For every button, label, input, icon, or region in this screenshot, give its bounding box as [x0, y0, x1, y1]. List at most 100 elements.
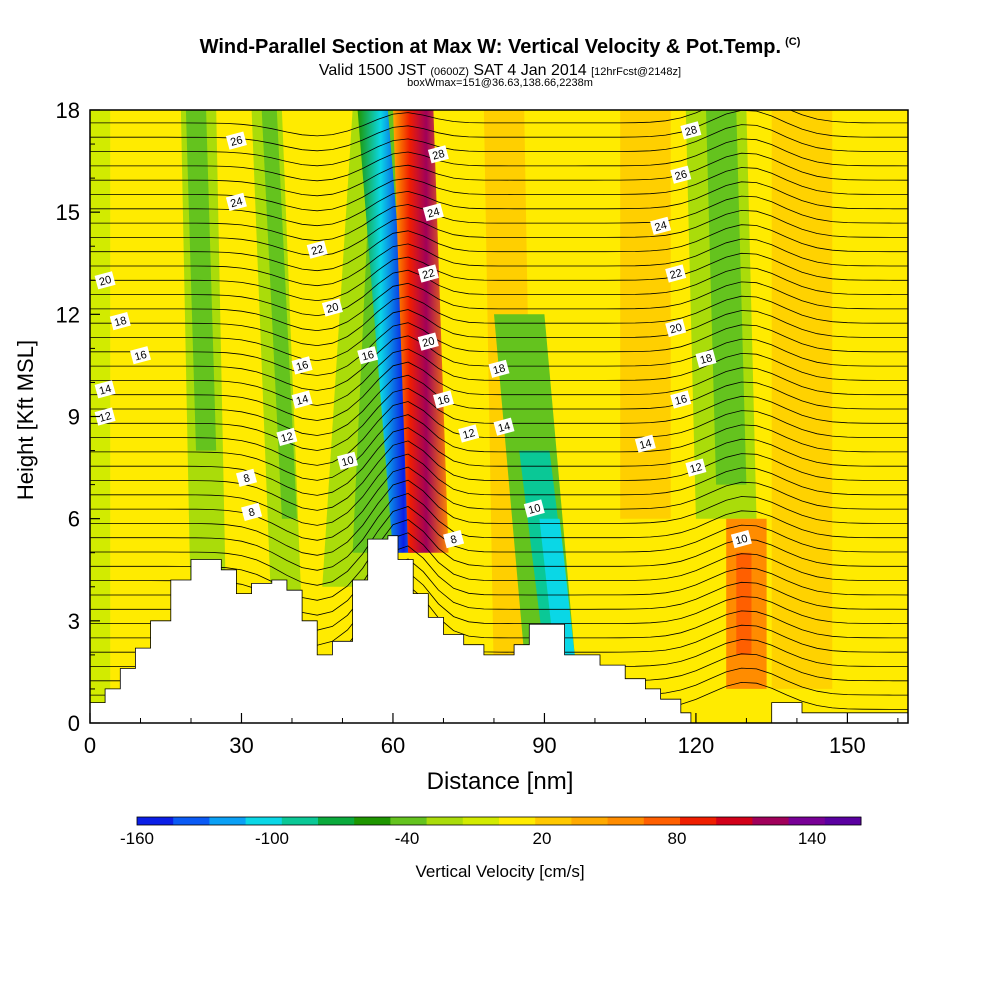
- contour-label-text: 20: [421, 335, 436, 350]
- contour-label: 20: [665, 318, 687, 338]
- contour-label-text: 18: [113, 315, 128, 330]
- contour-label-box: [670, 390, 692, 409]
- y-tick-label: 15: [56, 200, 80, 225]
- contour-label: 20: [94, 271, 116, 290]
- theta-contour: [90, 295, 908, 347]
- contour-label-text: 18: [699, 352, 714, 367]
- theta-contour: [90, 252, 908, 302]
- contour-label: 18: [488, 359, 510, 378]
- contour-label-text: 16: [360, 349, 375, 364]
- contour-label: 16: [357, 346, 379, 365]
- x-tick-label: 90: [532, 733, 556, 758]
- title-unit: (C): [785, 36, 801, 48]
- x-axis-label: Distance [nm]: [426, 768, 574, 795]
- colorbar-swatch: [607, 817, 645, 825]
- updraft-band: [393, 110, 449, 553]
- contour-label-text: 10: [340, 454, 355, 469]
- contour-label-text: 14: [98, 383, 113, 398]
- contour-label: 18: [695, 349, 717, 368]
- contour-label-text: 24: [229, 195, 244, 210]
- contour-label-box: [225, 131, 247, 150]
- contour-labels: 26 24 22 20 20 18 16 14 12 16 16 14 12 10 8 8 28 24 22 20 16…: [94, 121, 752, 549]
- contour-label: 12: [458, 424, 480, 443]
- contour-label: 18: [109, 312, 131, 331]
- contour-label-box: [225, 192, 247, 211]
- contour-label-text: 20: [668, 322, 683, 337]
- contour-label-text: 10: [527, 502, 542, 517]
- field-band: [539, 518, 575, 655]
- contour-label-text: 12: [461, 427, 476, 442]
- contour-label-text: 10: [734, 533, 749, 548]
- contour-label-box: [235, 468, 258, 487]
- contour-label: 28: [680, 121, 702, 140]
- contour-label-text: 26: [229, 134, 244, 149]
- contour-label-box: [417, 332, 439, 351]
- contour-label-text: 8: [247, 506, 256, 519]
- contour-label: 8: [235, 468, 258, 487]
- theta-contour: [90, 466, 908, 541]
- colorbar-swatch: [535, 817, 572, 825]
- theta-contour: [90, 195, 908, 242]
- x-tick-label: 30: [229, 733, 253, 758]
- contour-label-text: 8: [449, 533, 458, 546]
- contour-label-box: [129, 346, 152, 365]
- colorbar-tick-label: -40: [395, 829, 420, 848]
- contour-label-text: 8: [242, 472, 251, 485]
- theta-contour: [90, 401, 908, 466]
- contour-label: 24: [225, 192, 247, 211]
- contour-label: 12: [685, 458, 707, 477]
- theta-contour: [90, 110, 908, 137]
- contour-label-box: [458, 424, 480, 443]
- colorbar-swatch: [173, 817, 210, 825]
- contour-label-text: 22: [668, 267, 683, 282]
- colorbar-swatch: [209, 817, 247, 825]
- theta-contour: [90, 152, 908, 197]
- contour-label-box: [94, 407, 116, 426]
- contour-label-box: [417, 264, 439, 283]
- colorbar-swatch: [716, 817, 753, 825]
- contour-label-text: 12: [689, 461, 704, 476]
- contour-label: 16: [129, 346, 152, 365]
- contour-label-text: 20: [98, 274, 113, 289]
- contour-label-box: [665, 264, 687, 283]
- contour-label-box: [680, 121, 702, 140]
- axes: 0 30 60 90 120 150 0 3 6 9 12 15 18: [56, 98, 899, 758]
- contour-label-box: [422, 203, 444, 222]
- contour-label-box: [443, 530, 465, 549]
- theta-contour: [90, 281, 908, 332]
- contour-label-box: [94, 271, 116, 290]
- contour-label-text: 16: [295, 359, 310, 374]
- colorbar-swatch: [245, 817, 283, 825]
- theta-contour: [90, 238, 908, 287]
- contour-label: 14: [94, 380, 116, 399]
- contour-label-text: 28: [431, 148, 446, 163]
- theta-contour: [90, 453, 908, 526]
- contour-label-box: [685, 458, 707, 477]
- theta-contour: [90, 309, 908, 362]
- contour-label-text: 12: [98, 410, 113, 425]
- field-band: [261, 110, 297, 519]
- contour-label-box: [488, 359, 510, 378]
- contour-label-text: 16: [133, 349, 148, 364]
- theta-contour: [90, 209, 908, 257]
- contour-label-box: [109, 312, 131, 331]
- contour-label: 8: [241, 502, 263, 521]
- contour-label: 20: [417, 332, 439, 351]
- colorbar-swatch: [680, 817, 717, 825]
- contour-label: 14: [493, 417, 515, 436]
- contour-label-text: 24: [426, 206, 441, 221]
- colorbar-tick-label: 80: [668, 829, 687, 848]
- contour-label-text: 16: [436, 393, 451, 408]
- theta-contour: [90, 506, 908, 586]
- contour-label: 12: [94, 407, 116, 426]
- contour-label: 26: [225, 131, 247, 150]
- contour-label-text: 26: [674, 168, 689, 183]
- colorbar-swatch: [137, 817, 174, 825]
- contour-label-box: [634, 434, 656, 453]
- contour-label-box: [650, 216, 672, 235]
- contour-label: 16: [291, 356, 313, 375]
- contour-label: 10: [336, 451, 359, 470]
- theta-contour: [90, 427, 908, 496]
- colorbar-swatch: [318, 817, 355, 825]
- contour-label-text: 20: [325, 301, 340, 316]
